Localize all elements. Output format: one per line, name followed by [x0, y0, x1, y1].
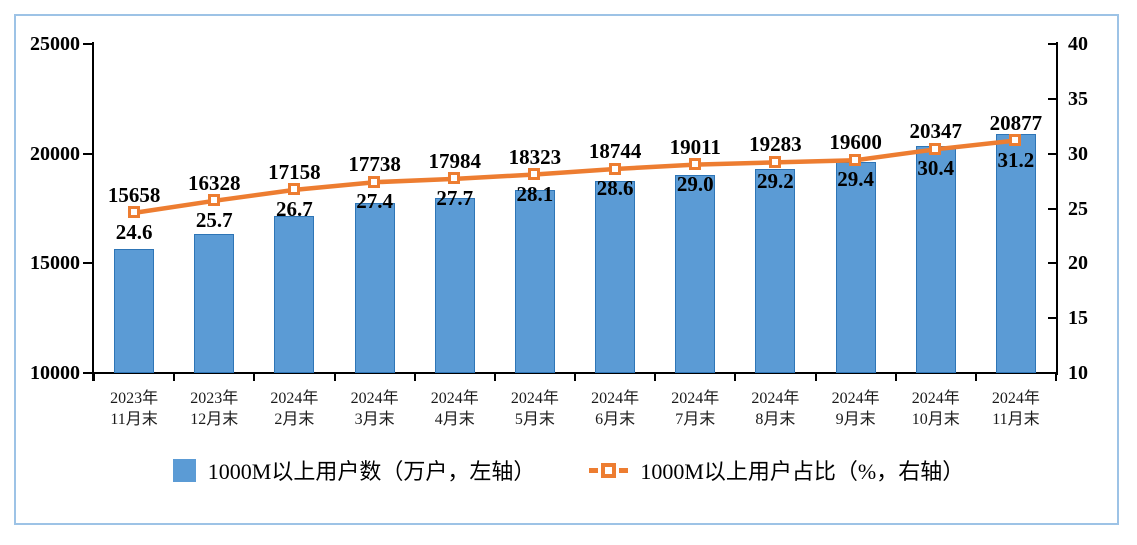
x-axis-line: [92, 372, 1058, 374]
bar-2024年8月末: [755, 169, 796, 373]
right-axis-tick: [1048, 97, 1056, 100]
bar-2023年11月末: [114, 248, 155, 373]
x-axis-tick: [894, 374, 897, 381]
line-point-marker-icon: [688, 158, 701, 171]
legend-item-line: 1000M以上用户占比（%，右轴）: [589, 454, 964, 486]
line-point-marker-icon: [1009, 134, 1022, 146]
line-point-marker-icon: [207, 194, 220, 207]
bar-2024年2月末: [274, 216, 315, 373]
x-axis-category-label: 2024年 2月末: [270, 390, 319, 428]
left-axis-line: [92, 42, 94, 381]
legend: 1000M以上用户数（万户，左轴） 1000M以上用户占比（%，右轴）: [0, 454, 1137, 486]
bar-2024年9月末: [835, 162, 876, 373]
right-axis-tick-label: 35: [1068, 87, 1088, 110]
right-axis-tick-label: 10: [1068, 362, 1088, 384]
x-axis-category-label: 2023年 12月末: [190, 390, 239, 428]
left-axis-tick-label: 15000: [30, 252, 80, 275]
x-axis-tick: [333, 374, 336, 381]
x-axis-tick: [493, 374, 496, 381]
bar-value-label: 20877: [989, 110, 1043, 135]
left-axis-tick: [83, 152, 92, 155]
line-point-marker-icon: [287, 183, 300, 196]
line-point-marker-icon: [768, 155, 781, 168]
x-axis-tick: [93, 374, 95, 381]
x-axis-tick: [173, 374, 176, 381]
bar-series-swatch-icon: [172, 458, 196, 482]
x-axis-tick: [253, 374, 256, 381]
line-point-marker-icon: [448, 172, 461, 185]
x-axis-tick: [974, 374, 977, 381]
x-axis-category-label: 2024年 3月末: [350, 390, 399, 428]
bar-2024年4月末: [434, 197, 475, 373]
bar-2024年3月末: [354, 203, 395, 373]
line-point-marker-icon: [608, 162, 621, 175]
x-axis-category-label: 2024年 5月末: [510, 390, 559, 428]
right-axis-tick: [1048, 152, 1056, 155]
line-point-marker-icon: [929, 142, 942, 155]
x-axis-category-label: 2024年 4月末: [430, 390, 479, 428]
line-point-marker-icon: [849, 153, 862, 166]
bar-series-label: 1000M以上用户数（万户，左轴）: [207, 459, 536, 484]
line-point-marker-icon: [368, 175, 381, 188]
x-axis-tick: [413, 374, 416, 381]
right-axis-tick: [1048, 372, 1056, 374]
line-point-marker-icon: [528, 168, 541, 180]
line-percent-label: 31.2: [997, 147, 1035, 172]
right-axis-tick: [1048, 207, 1056, 210]
left-axis-tick: [83, 262, 92, 265]
left-axis-tick-label: 25000: [30, 33, 80, 55]
line-series-label: 1000M以上用户占比（%，右轴）: [640, 459, 965, 484]
x-axis-category-label: 2023年 11月末: [110, 390, 159, 428]
bar-2024年6月末: [595, 181, 636, 373]
legend-item-bar: 1000M以上用户数（万户，左轴）: [172, 454, 536, 486]
x-axis-category-label: 2024年 6月末: [591, 390, 640, 428]
bar-2024年7月末: [675, 175, 716, 373]
x-axis-category-label: 2024年 7月末: [671, 390, 720, 428]
left-axis-tick-label: 20000: [30, 142, 80, 165]
line-series-swatch-icon: [589, 462, 629, 478]
left-axis-tick-label: 10000: [30, 362, 80, 384]
x-axis-category-label: 2024年 8月末: [751, 390, 800, 428]
x-axis-tick: [1055, 374, 1057, 381]
right-axis-tick-label: 40: [1068, 33, 1088, 55]
x-axis-tick: [734, 374, 737, 381]
left-axis-tick: [83, 372, 92, 374]
right-axis-tick-label: 30: [1068, 142, 1088, 165]
right-axis-tick: [1048, 262, 1056, 265]
left-axis-tick: [83, 43, 92, 45]
bar-2024年5月末: [514, 190, 555, 373]
x-axis-tick: [574, 374, 576, 381]
right-axis-tick-label: 15: [1068, 307, 1088, 330]
right-axis-tick: [1048, 317, 1056, 320]
right-axis-tick: [1048, 43, 1056, 45]
line-percent-label: 24.6: [115, 219, 153, 244]
right-axis-tick-label: 20: [1068, 252, 1088, 275]
x-axis-category-label: 2024年 10月末: [911, 390, 960, 428]
x-axis-category-label: 2024年 11月末: [991, 390, 1040, 428]
x-axis-tick: [814, 374, 817, 381]
line-point-marker-icon: [127, 206, 140, 219]
right-axis-tick-label: 25: [1068, 197, 1088, 220]
x-axis-tick: [654, 374, 657, 381]
x-axis-category-label: 2024年 9月末: [831, 390, 880, 428]
right-axis-line: [1056, 42, 1058, 375]
bar-2023年12月末: [194, 234, 235, 373]
